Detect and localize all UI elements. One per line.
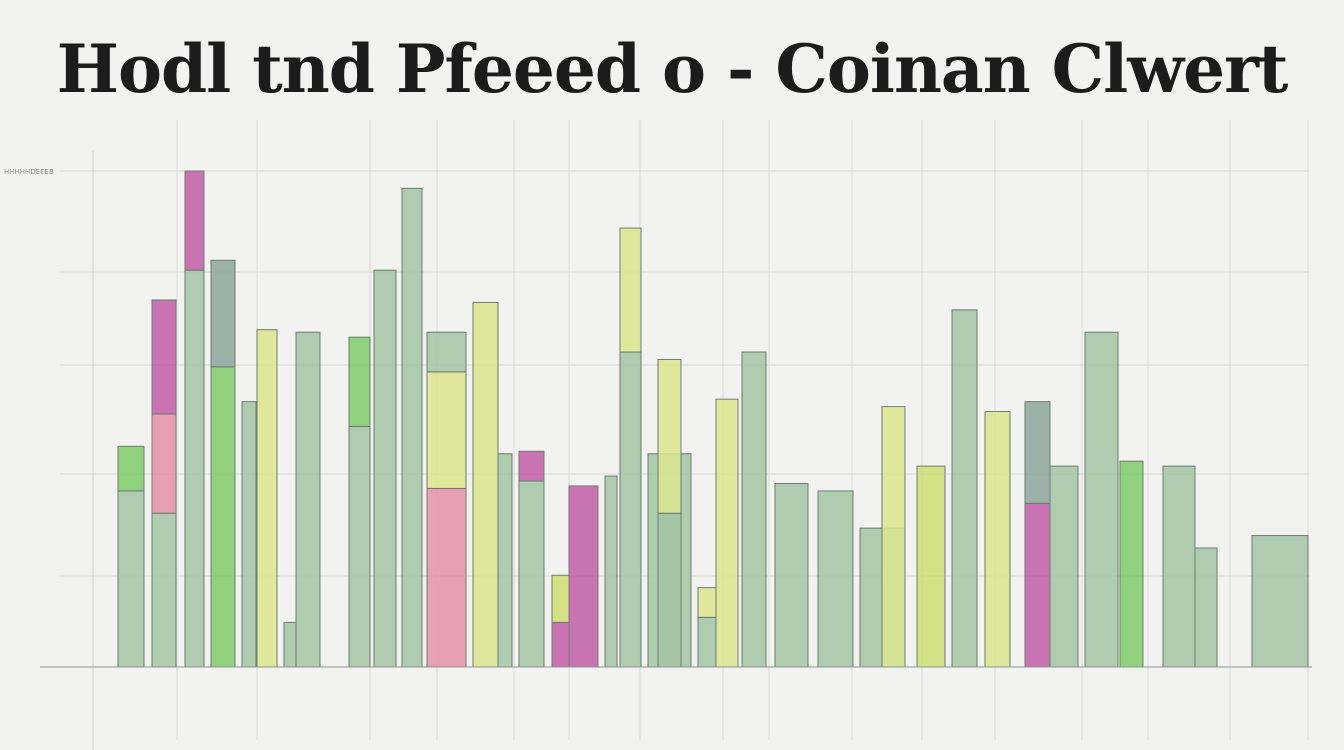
bar [283, 621, 297, 668]
bar [604, 475, 618, 668]
bar [295, 331, 321, 668]
bar [210, 259, 236, 668]
bar [1049, 465, 1079, 668]
bar-segment [741, 351, 767, 668]
bar-segment [283, 621, 297, 668]
y-tick-label: HHHHHDEEEB [4, 168, 54, 176]
bar [184, 170, 205, 668]
bars [117, 170, 1309, 668]
bar-segment [348, 336, 371, 427]
bar-segment [1194, 547, 1218, 668]
bar-segment [151, 299, 177, 415]
bar [241, 401, 257, 668]
bar-segment [604, 475, 618, 668]
bar-segment [1251, 535, 1309, 668]
bar-segment [619, 227, 642, 353]
bar [401, 187, 423, 668]
bar-segment [657, 358, 682, 514]
bar-segment [916, 465, 946, 668]
bar-segment [373, 269, 397, 668]
bar [817, 490, 854, 668]
bar-segment [518, 480, 545, 668]
bar-segment [1119, 460, 1144, 668]
bar-segment [401, 187, 423, 668]
bar [1084, 331, 1119, 668]
bar-segment [184, 269, 205, 668]
bar-segment [1049, 465, 1079, 668]
bar [373, 269, 397, 668]
bar [1024, 401, 1051, 668]
bar-segment [657, 512, 682, 668]
bar [1162, 465, 1196, 668]
bar-segment [951, 309, 978, 668]
bar-segment [1162, 465, 1196, 668]
bar-segment [472, 301, 499, 668]
bar-segment [426, 331, 467, 373]
bar-segment [551, 574, 570, 623]
bar [256, 329, 278, 668]
bar [472, 301, 499, 668]
bar [697, 587, 717, 668]
bar-segment [697, 587, 717, 618]
bar-segment [568, 485, 599, 668]
bar-segment [295, 331, 321, 668]
bar-segment [426, 487, 467, 668]
bar [881, 406, 906, 668]
bar-segment [518, 450, 545, 482]
bar-segment [241, 401, 257, 668]
bar [715, 398, 739, 668]
bar-segment [497, 453, 513, 668]
bar [348, 336, 371, 668]
bar-segment [817, 490, 854, 668]
bar [568, 485, 599, 668]
bar-segment [210, 259, 236, 368]
bar [426, 331, 467, 668]
bar-segment [210, 366, 236, 668]
bar-segment [984, 411, 1011, 668]
bar [117, 445, 145, 668]
bar-segment [117, 490, 145, 668]
bar-segment [551, 621, 570, 668]
bar [551, 574, 570, 668]
bar [774, 482, 809, 668]
bar-segment [1024, 502, 1051, 668]
bar-segment [1084, 331, 1119, 668]
bar-segment [426, 371, 467, 489]
bar-segment [151, 512, 177, 668]
bar-segment [151, 413, 177, 514]
bar [619, 227, 642, 668]
bar-segment [1024, 401, 1051, 504]
bar-segment [256, 329, 278, 668]
bar [657, 358, 682, 668]
bar [518, 450, 545, 668]
bar-segment [697, 616, 717, 668]
bar [741, 351, 767, 668]
bar [984, 411, 1011, 668]
bar [951, 309, 978, 668]
axis: HHHHHDEEEB [4, 168, 1312, 668]
bar-segment [184, 170, 205, 271]
bar-segment [715, 398, 739, 668]
bar [497, 453, 513, 668]
bar-segment [348, 425, 371, 668]
chart-title: Hodl tnd Pfeeed o - Coinan Clwert [56, 30, 1289, 108]
bar [1119, 460, 1144, 668]
bar [1251, 535, 1309, 668]
bar-segment [774, 482, 809, 668]
bar [151, 299, 177, 668]
bar-segment [117, 445, 145, 492]
bar-segment [881, 406, 906, 668]
bar [1194, 547, 1218, 668]
bar [916, 465, 946, 668]
bar-segment [619, 351, 642, 668]
